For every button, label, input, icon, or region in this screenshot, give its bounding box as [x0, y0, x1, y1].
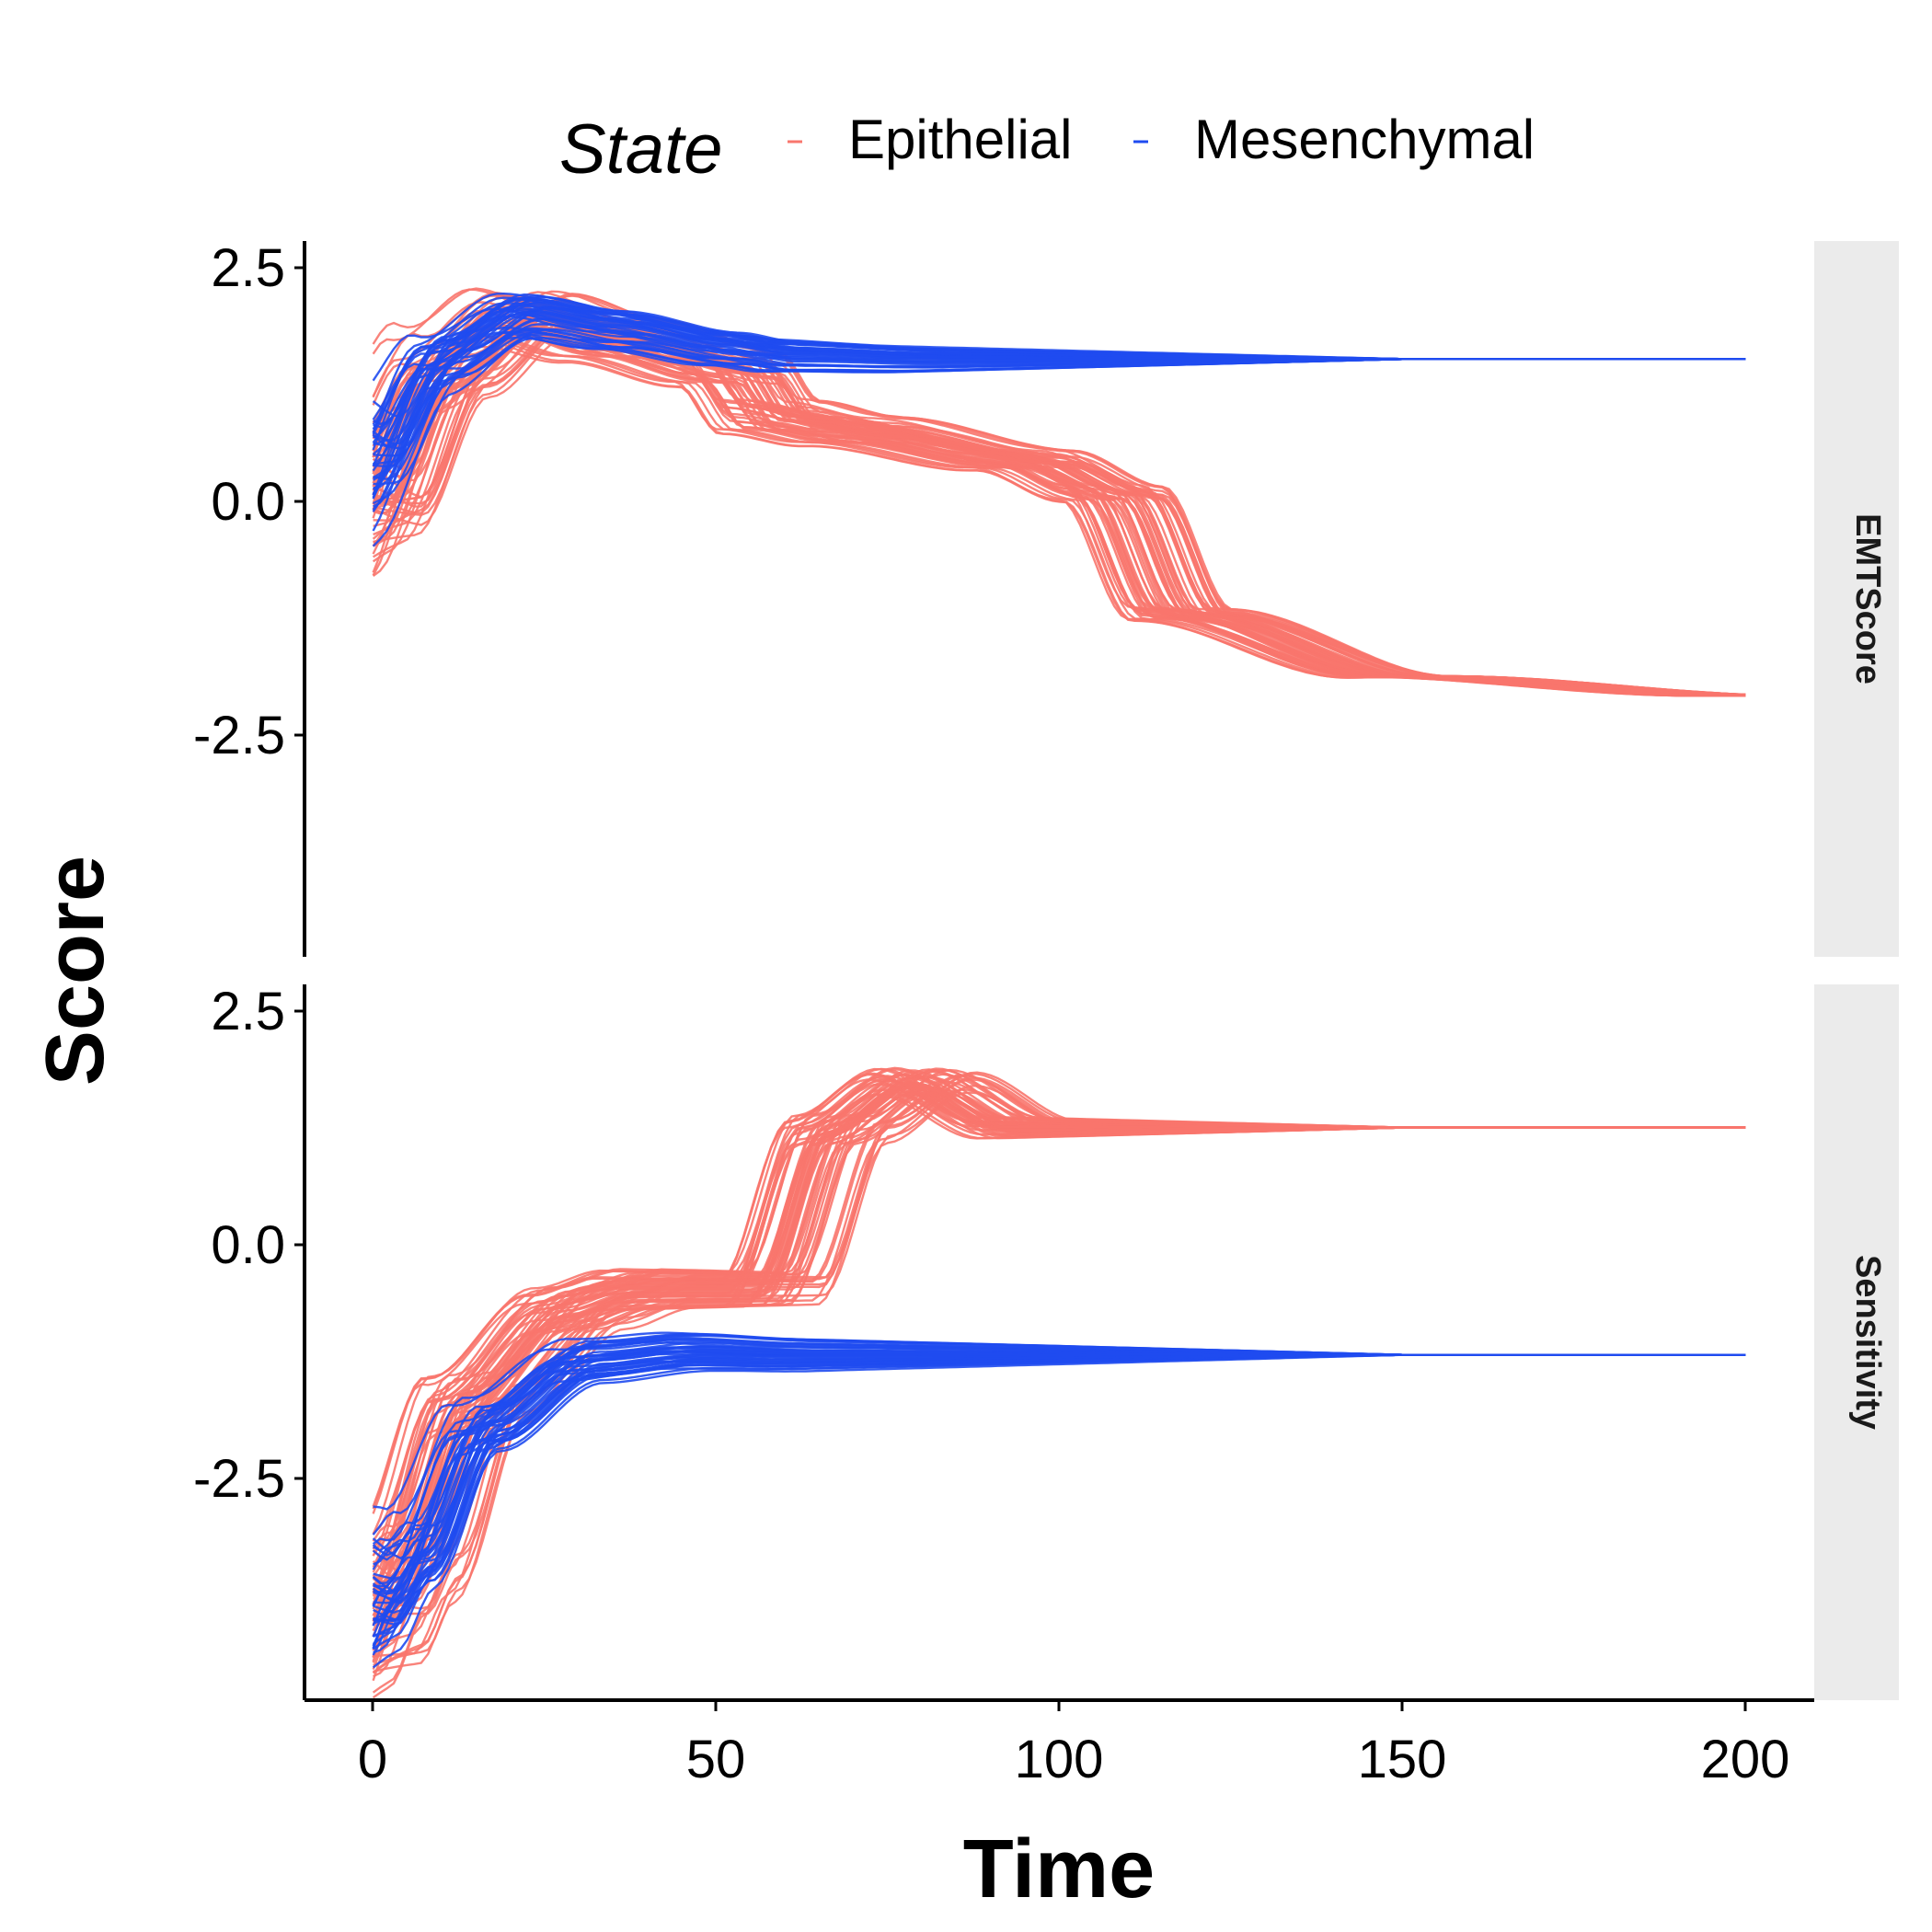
- trajectory-epithelial-sensitivity: [372, 1088, 1746, 1694]
- legend-label-epithelial: Epithelial: [848, 109, 1073, 170]
- trajectory-epithelial-sensitivity: [372, 1091, 1746, 1699]
- trajectory-epithelial-emtscore: [372, 335, 1746, 697]
- trajectory-epithelial-emtscore: [373, 311, 1746, 697]
- trajectory-mesenchymal-emtscore: [372, 331, 1746, 443]
- trajectory-mesenchymal-sensitivity: [372, 1350, 1746, 1647]
- trajectory-epithelial-emtscore: [372, 325, 1746, 697]
- trajectory-epithelial-emtscore: [373, 319, 1746, 696]
- legend: State Epithelial Mesenchymal: [559, 109, 1535, 189]
- x-axis-title: Time: [963, 1823, 1155, 1915]
- trajectory-mesenchymal-sensitivity: [373, 1353, 1746, 1654]
- trajectory-epithelial-emtscore: [372, 321, 1746, 696]
- trajectory-mesenchymal-sensitivity: [372, 1353, 1746, 1638]
- legend-title: State: [559, 110, 722, 189]
- y-tick-label: 0.0: [211, 472, 285, 532]
- trajectory-epithelial-emtscore: [373, 324, 1746, 696]
- facet-strip-sensitivity: [1814, 984, 1899, 1700]
- trajectory-mesenchymal-sensitivity: [372, 1349, 1746, 1650]
- trajectory-epithelial-sensitivity: [373, 1087, 1746, 1678]
- trajectory-epithelial-emtscore: [372, 335, 1746, 697]
- series-layer-sensitivity: [372, 1066, 1746, 1699]
- trajectory-mesenchymal-sensitivity: [373, 1353, 1746, 1626]
- trajectory-mesenchymal-sensitivity: [373, 1353, 1746, 1621]
- trajectory-epithelial-emtscore: [372, 328, 1746, 697]
- trajectory-mesenchymal-sensitivity: [373, 1353, 1746, 1622]
- trajectory-epithelial-emtscore: [372, 323, 1746, 697]
- trajectory-epithelial-emtscore: [372, 336, 1746, 697]
- trajectory-epithelial-emtscore: [373, 313, 1746, 697]
- panel-sensitivity: 2.5 0.0 -2.5 Sensitivity: [193, 982, 1899, 1700]
- x-axis: 0 50 100 150 200: [305, 1698, 1814, 1789]
- trajectory-epithelial-emtscore: [372, 327, 1746, 697]
- facet-strip-label-sensitivity: Sensitivity: [1848, 1255, 1887, 1430]
- y-tick-label: 2.5: [211, 238, 285, 298]
- trajectory-epithelial-emtscore: [373, 321, 1746, 696]
- trajectory-epithelial-emtscore: [372, 322, 1746, 697]
- trajectory-epithelial-emtscore: [372, 316, 1746, 697]
- trajectory-epithelial-emtscore: [373, 318, 1746, 697]
- trajectory-epithelial-emtscore: [372, 311, 1746, 697]
- trajectory-mesenchymal-sensitivity: [372, 1353, 1746, 1656]
- facet-strip-emtscore: [1814, 241, 1899, 957]
- y-tick-label: -2.5: [193, 1449, 285, 1509]
- x-tick-label: 50: [686, 1730, 746, 1789]
- y-ticks-emtscore: 2.5 0.0 -2.5: [193, 238, 305, 765]
- trajectory-mesenchymal-sensitivity: [373, 1352, 1746, 1603]
- x-tick-label: 0: [358, 1730, 387, 1789]
- trajectory-epithelial-emtscore: [372, 336, 1746, 697]
- trajectory-mesenchymal-sensitivity: [372, 1353, 1746, 1669]
- trajectory-epithelial-emtscore: [372, 339, 1746, 697]
- trajectory-epithelial-emtscore: [372, 345, 1746, 697]
- facet-strip-label-emtscore: EMTScore: [1848, 513, 1887, 684]
- trajectory-epithelial-emtscore: [373, 331, 1746, 697]
- trajectory-mesenchymal-sensitivity: [373, 1353, 1746, 1623]
- y-tick-label: 2.5: [211, 982, 285, 1041]
- trajectory-epithelial-emtscore: [372, 313, 1746, 697]
- trajectory-epithelial-sensitivity: [372, 1073, 1746, 1550]
- trajectory-epithelial-emtscore: [373, 313, 1746, 697]
- trajectory-mesenchymal-emtscore: [373, 327, 1746, 489]
- y-axis-title: Score: [29, 856, 121, 1086]
- trajectory-epithelial-emtscore: [372, 322, 1746, 697]
- trajectory-epithelial-emtscore: [372, 323, 1746, 697]
- trajectory-epithelial-emtscore: [373, 333, 1746, 696]
- trajectory-epithelial-emtscore: [373, 319, 1746, 697]
- trajectory-epithelial-emtscore: [372, 321, 1746, 697]
- trajectory-mesenchymal-sensitivity: [373, 1353, 1746, 1566]
- legend-label-mesenchymal: Mesenchymal: [1194, 109, 1535, 170]
- trajectory-epithelial-emtscore: [372, 326, 1746, 697]
- panel-emtscore: 2.5 0.0 -2.5 EMTScore: [193, 238, 1899, 957]
- x-tick-label: 100: [1015, 1730, 1104, 1789]
- trajectory-mesenchymal-sensitivity: [373, 1350, 1746, 1593]
- y-tick-label: -2.5: [193, 706, 285, 765]
- trajectory-mesenchymal-sensitivity: [372, 1341, 1746, 1645]
- trajectory-epithelial-emtscore: [373, 327, 1746, 697]
- trajectory-mesenchymal-emtscore: [372, 337, 1746, 547]
- trajectory-epithelial-sensitivity: [372, 1088, 1746, 1535]
- trajectory-mesenchymal-sensitivity: [373, 1341, 1746, 1511]
- y-ticks-sensitivity: 2.5 0.0 -2.5: [193, 982, 305, 1509]
- trajectory-epithelial-emtscore: [372, 318, 1746, 696]
- trajectory-epithelial-emtscore: [372, 334, 1746, 697]
- series-layer-emtscore: [372, 287, 1746, 697]
- trajectory-epithelial-emtscore: [373, 328, 1746, 696]
- trajectory-mesenchymal-sensitivity: [372, 1353, 1746, 1593]
- trajectory-mesenchymal-sensitivity: [372, 1353, 1746, 1595]
- trajectory-epithelial-emtscore: [373, 311, 1746, 696]
- x-tick-label: 150: [1358, 1730, 1447, 1789]
- trajectory-epithelial-emtscore: [372, 324, 1746, 696]
- trajectory-mesenchymal-sensitivity: [372, 1353, 1746, 1650]
- x-tick-label: 200: [1701, 1730, 1790, 1789]
- trajectory-epithelial-emtscore: [372, 334, 1746, 697]
- trajectory-mesenchymal-sensitivity: [373, 1353, 1746, 1637]
- y-tick-label: 0.0: [211, 1215, 285, 1275]
